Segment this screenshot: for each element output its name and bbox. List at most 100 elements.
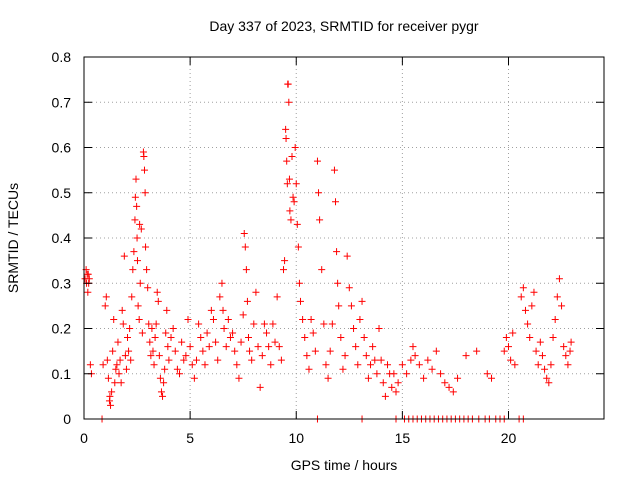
data-point	[127, 356, 135, 364]
data-point	[305, 365, 313, 373]
data-point	[369, 343, 377, 351]
data-point	[216, 293, 224, 301]
data-point	[144, 284, 152, 292]
data-point	[237, 338, 245, 346]
data-point	[299, 315, 307, 323]
data-point	[254, 343, 262, 351]
data-point	[532, 347, 540, 355]
data-point	[316, 216, 324, 224]
data-point	[454, 374, 462, 382]
data-point	[282, 134, 290, 142]
data-point	[260, 320, 268, 328]
data-point	[483, 370, 491, 378]
data-point	[534, 361, 542, 369]
data-point	[343, 252, 351, 260]
data-point	[122, 365, 130, 373]
data-point	[84, 288, 92, 296]
data-point	[135, 315, 143, 323]
data-point	[129, 266, 137, 274]
data-point	[303, 352, 311, 360]
data-point	[473, 347, 481, 355]
data-point	[143, 266, 151, 274]
data-point	[309, 329, 317, 337]
data-point	[287, 216, 295, 224]
data-point	[320, 320, 328, 328]
data-point	[186, 343, 194, 351]
data-point	[141, 189, 149, 197]
data-point	[103, 356, 111, 364]
data-point	[564, 361, 572, 369]
data-point	[220, 325, 228, 332]
data-point	[165, 356, 173, 364]
data-point	[195, 320, 203, 328]
data-point	[136, 279, 144, 287]
data-point	[252, 288, 260, 296]
data-point	[324, 374, 332, 382]
data-point	[229, 329, 237, 337]
y-axis-label: SRMTID / TECUs	[5, 183, 21, 293]
y-tick-label: 0.8	[52, 49, 72, 65]
data-point	[285, 175, 293, 183]
data-point	[437, 370, 445, 378]
data-point	[356, 315, 364, 323]
data-point	[371, 356, 379, 364]
data-point	[294, 243, 302, 251]
x-tick-label: 5	[186, 430, 194, 446]
data-point	[364, 374, 372, 382]
data-point	[231, 347, 239, 355]
data-point	[184, 315, 192, 323]
data-point	[358, 297, 366, 305]
y-tick-label: 0.4	[52, 230, 72, 246]
data-point	[138, 329, 146, 337]
data-point	[147, 352, 155, 360]
data-point	[145, 320, 153, 328]
data-point	[566, 347, 574, 355]
y-tick-label: 0.5	[52, 185, 72, 201]
data-point	[133, 257, 141, 265]
data-point	[420, 374, 428, 382]
data-point	[148, 325, 156, 332]
data-point	[240, 229, 248, 237]
data-point	[218, 279, 226, 287]
data-point	[511, 361, 519, 369]
data-point	[524, 320, 532, 328]
data-point	[102, 293, 110, 301]
data-point	[280, 266, 288, 274]
data-point	[538, 352, 546, 360]
data-point	[326, 347, 334, 355]
data-point	[551, 315, 559, 323]
data-point	[555, 275, 563, 283]
data-point	[347, 302, 355, 310]
data-point	[334, 279, 342, 287]
data-point	[114, 338, 122, 346]
data-point	[162, 329, 170, 337]
data-point	[192, 356, 200, 364]
data-point	[301, 334, 309, 342]
data-point	[182, 352, 190, 360]
y-tick-label: 0.7	[52, 94, 72, 110]
data-point	[284, 80, 292, 88]
data-point	[500, 347, 508, 355]
data-point	[432, 347, 440, 355]
data-point	[286, 207, 294, 215]
y-tick-label: 0	[63, 411, 71, 427]
data-point	[507, 356, 515, 364]
data-point	[197, 334, 205, 342]
x-tick-label: 0	[80, 430, 88, 446]
data-point	[160, 379, 168, 387]
data-point	[409, 343, 417, 351]
data-point	[381, 392, 389, 400]
data-point	[567, 338, 575, 346]
data-point	[339, 365, 347, 373]
data-point	[411, 352, 419, 360]
data-point	[352, 343, 360, 351]
data-point	[125, 347, 133, 355]
data-point	[224, 315, 232, 323]
data-point	[201, 361, 209, 369]
data-point	[134, 302, 142, 310]
data-point	[86, 361, 94, 369]
x-axis-label: GPS time / hours	[291, 457, 398, 473]
data-point	[136, 220, 144, 228]
